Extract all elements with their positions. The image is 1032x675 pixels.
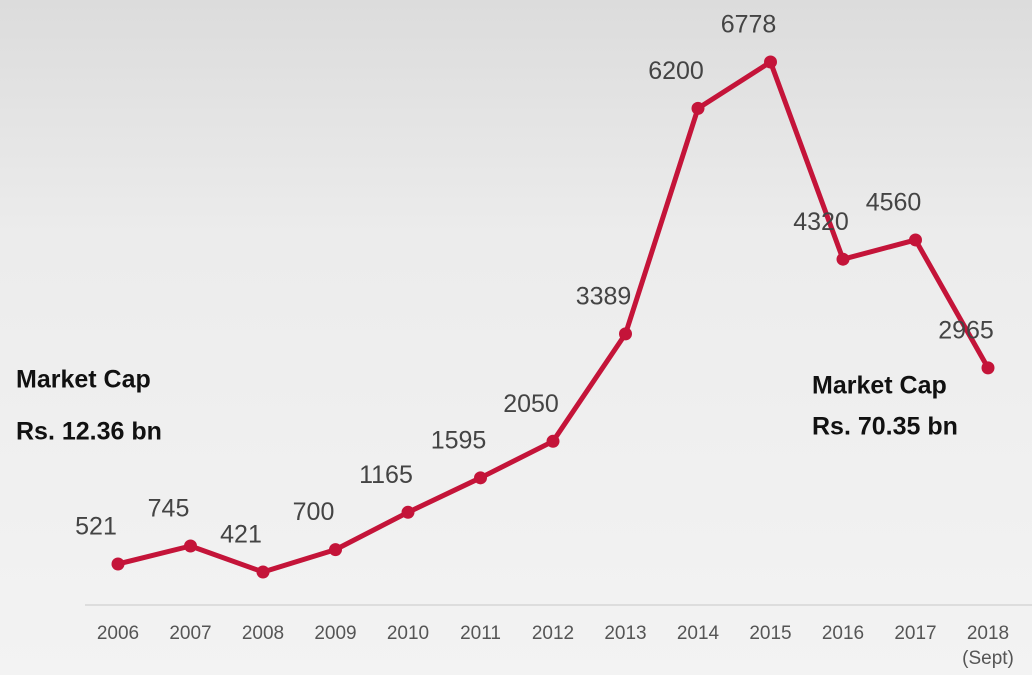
point	[256, 565, 270, 579]
point	[981, 361, 995, 375]
data-label: 3389	[576, 282, 632, 310]
x-tick-label: 2014	[677, 623, 720, 644]
x-tick-label: 2007	[169, 623, 211, 644]
data-label: 745	[148, 495, 190, 523]
point	[184, 539, 197, 553]
data-label: 521	[75, 513, 117, 541]
data-label: 2965	[938, 317, 994, 345]
data-label: 700	[293, 498, 335, 526]
data-label: 421	[220, 521, 262, 549]
point	[836, 252, 850, 266]
point	[401, 505, 415, 519]
data-label: 6200	[648, 57, 704, 85]
x-tick-label: 2008	[242, 623, 284, 644]
x-tick-label: 2009	[314, 623, 356, 644]
x-tick-label: 2016	[822, 623, 864, 644]
x-tick-label: 2006	[97, 623, 139, 644]
data-label: 2050	[503, 390, 559, 418]
x-tick-label: 2012	[532, 623, 574, 644]
point	[909, 233, 922, 247]
point	[111, 557, 125, 571]
point	[691, 101, 705, 115]
point	[619, 327, 632, 341]
x-tick-label: 2018	[967, 623, 1009, 644]
x-tick-label: 2017	[894, 623, 936, 644]
data-label: 1165	[359, 461, 413, 489]
x-tick-label: 2015	[749, 623, 791, 644]
data-label: 4560	[866, 189, 922, 217]
annotation: Rs. 70.35 bn	[812, 413, 958, 441]
annotation: Market Cap	[812, 372, 947, 400]
x-tick-note: (Sept)	[962, 648, 1014, 669]
data-label: 4320	[793, 208, 849, 236]
point	[764, 55, 777, 69]
data-label: 1595	[431, 426, 487, 454]
annotation: Market Cap	[16, 366, 151, 394]
point	[546, 434, 560, 448]
x-tick-label: 2011	[460, 623, 501, 644]
data-label: 6778	[721, 11, 777, 39]
x-tick-label: 2013	[604, 623, 646, 644]
x-tick-label: 2010	[387, 623, 429, 644]
point	[474, 471, 487, 485]
point	[329, 543, 342, 557]
annotation: Rs. 12.36 bn	[16, 418, 162, 446]
